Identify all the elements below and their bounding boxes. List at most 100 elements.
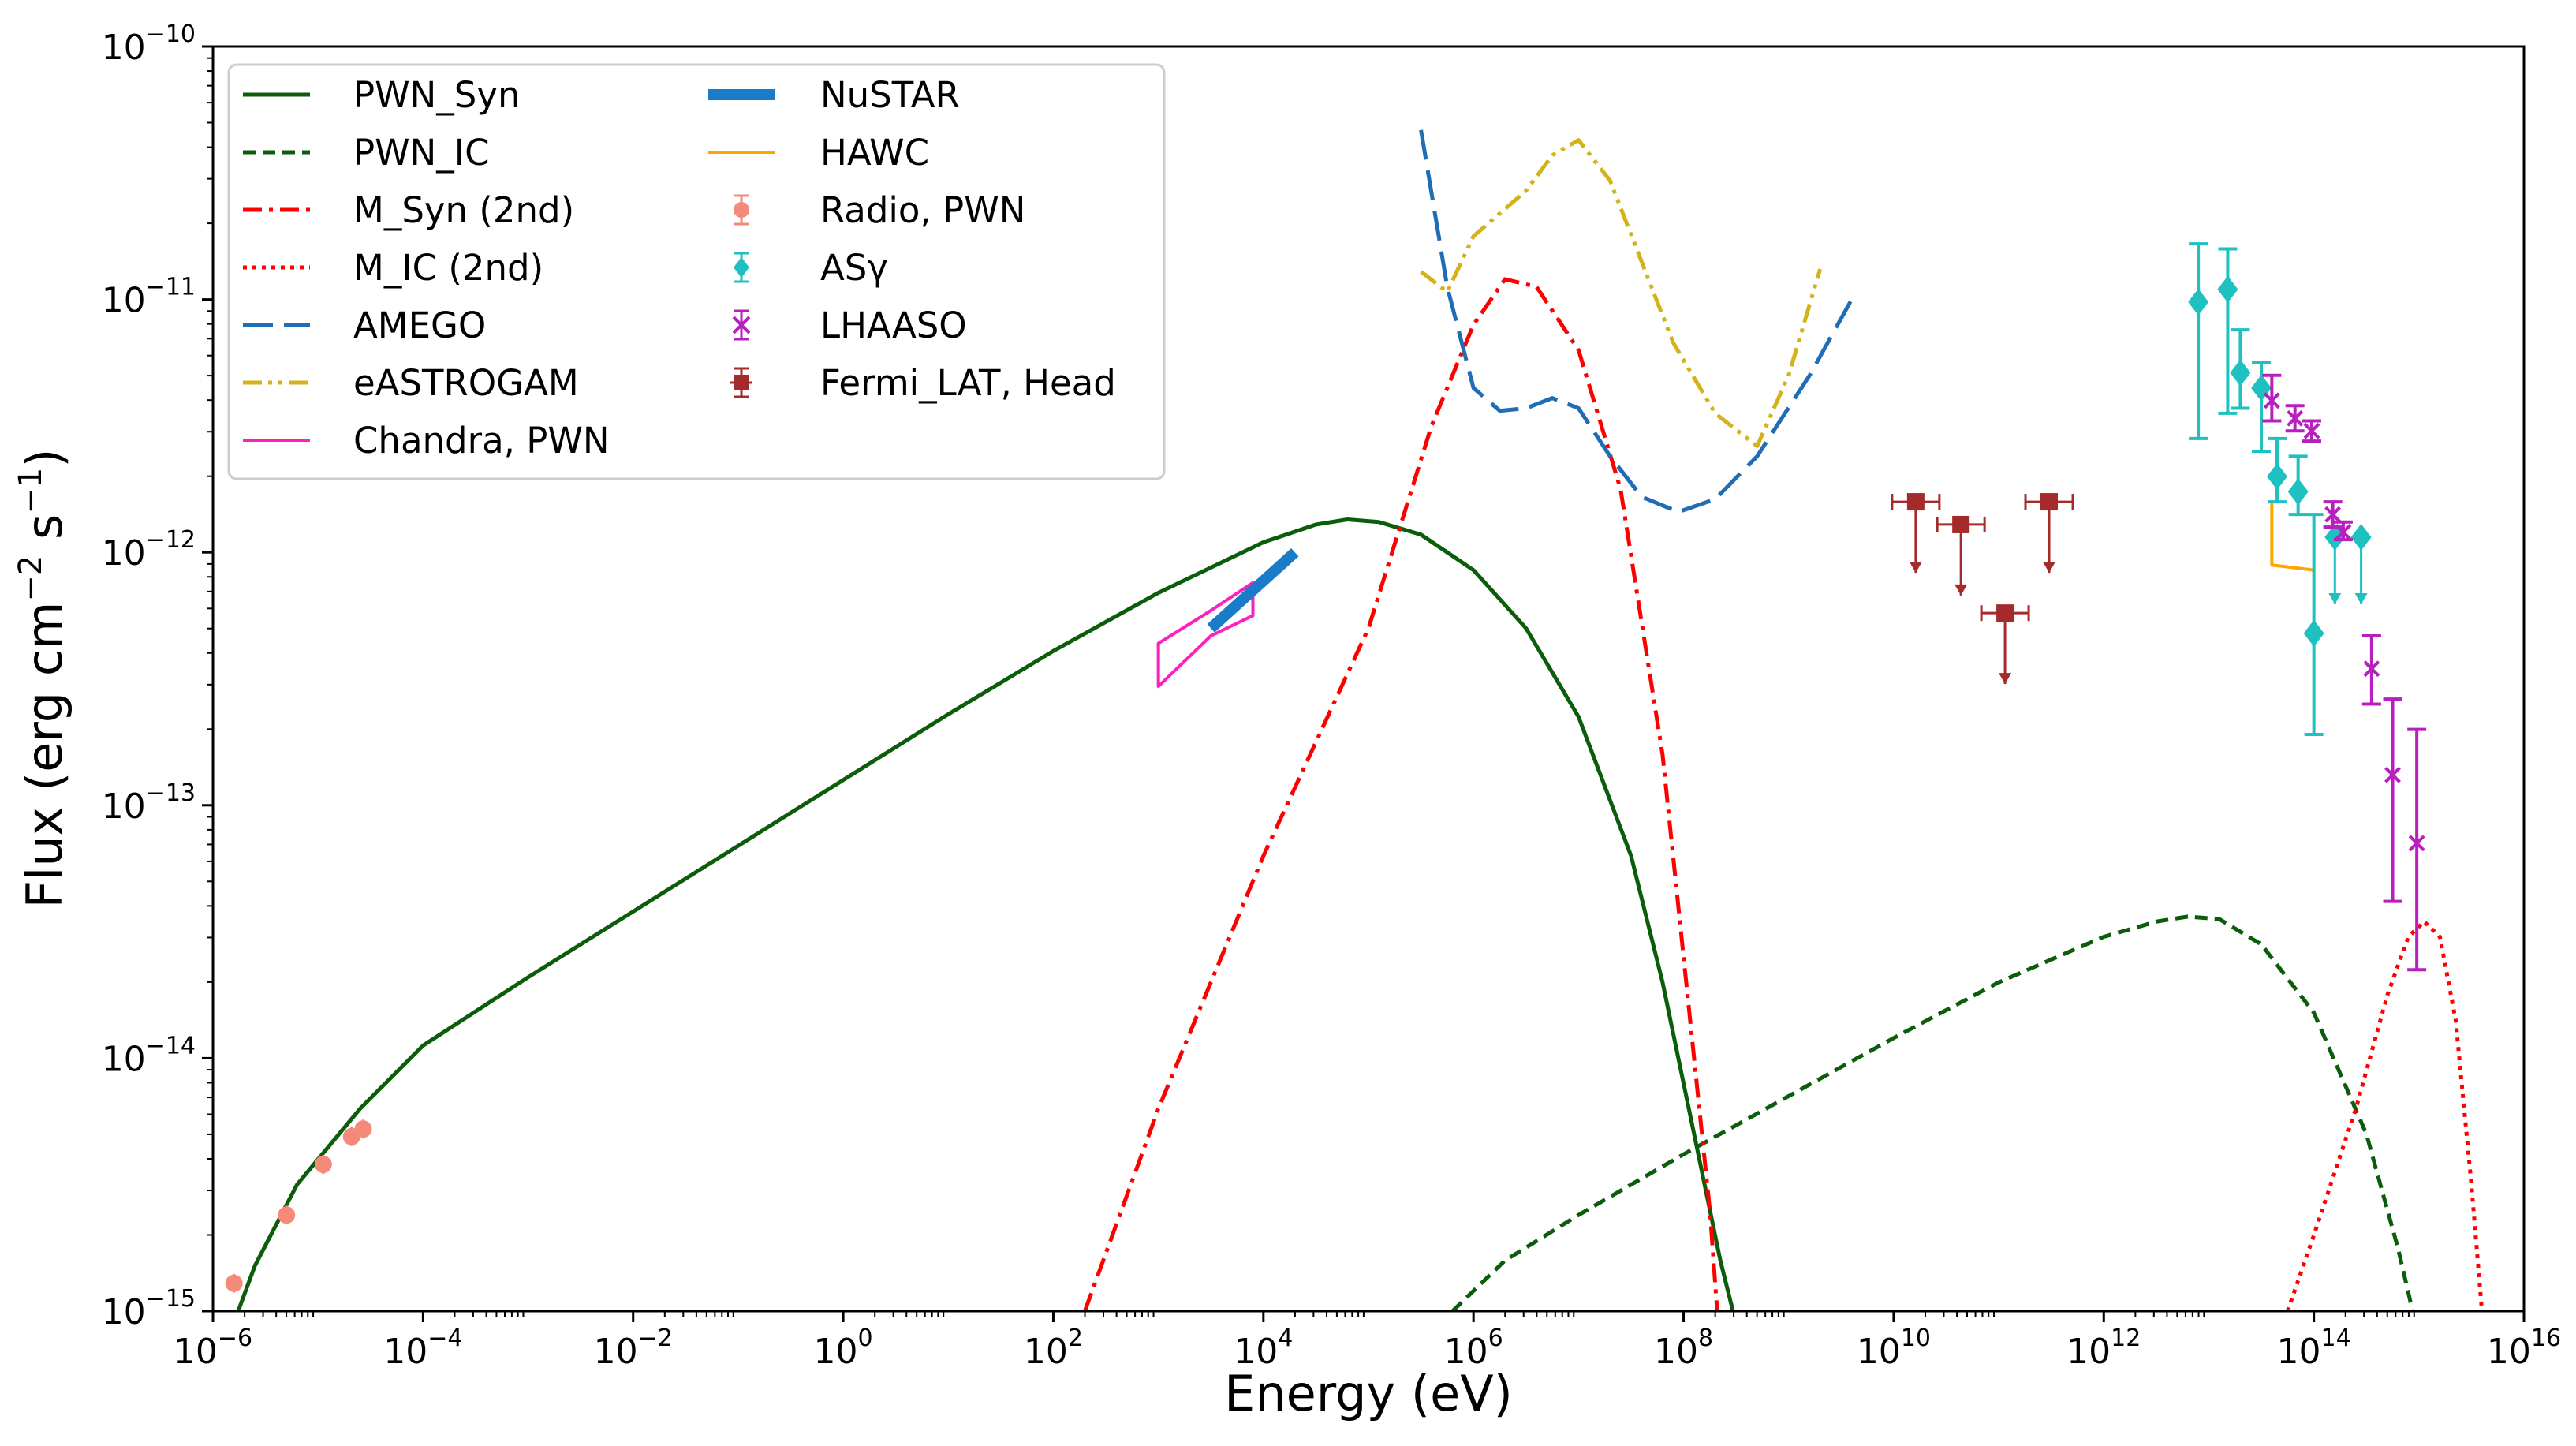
series-line	[1156, 581, 1255, 689]
series-as-	[2188, 242, 2372, 737]
series-lhaaso	[2262, 373, 2427, 972]
y-tick-label: 10−11	[102, 274, 196, 321]
marker-square	[1906, 493, 1925, 511]
upper-limit-arrowhead	[1999, 673, 2012, 685]
series-amego	[1419, 129, 1854, 514]
series-line	[1420, 138, 1823, 449]
legend-label: Radio, PWN	[820, 189, 1025, 231]
y-tick-label: 10−14	[102, 1032, 196, 1079]
legend: PWN_Syn PWN_IC M_Syn (2nd) M_IC (2nd) AMEGO e…	[227, 63, 1166, 480]
legend-entry: Chandra, PWN	[243, 420, 610, 461]
marker-square	[2040, 493, 2059, 511]
marker-x	[2287, 409, 2304, 427]
legend-label: M_IC (2nd)	[353, 247, 543, 289]
marker-x	[2303, 422, 2320, 439]
series-line	[1083, 277, 1719, 1311]
marker-diamond	[734, 257, 749, 278]
series-pwn-syn	[236, 517, 1735, 1311]
series-nustar	[1207, 548, 1299, 633]
series-line	[1419, 129, 1854, 514]
x-tick-label: 1012	[2066, 1325, 2141, 1372]
legend-entry: PWN_IC	[243, 132, 490, 174]
x-tick-label: 106	[1444, 1325, 1503, 1372]
legend-label: PWN_Syn	[353, 74, 521, 116]
legend-label: PWN_IC	[353, 132, 490, 174]
marker-x	[2335, 524, 2352, 540]
x-tick-label: 102	[1024, 1325, 1083, 1372]
y-tick-labels: 10−15 10−14 10−13 10−12 10−11 10−10	[102, 21, 196, 1332]
marker-diamond	[2267, 463, 2288, 490]
legend-entry: HAWC	[708, 132, 929, 174]
marker-x	[2263, 392, 2280, 409]
legend-label: Fermi_LAT, Head	[820, 362, 1116, 404]
x-axis-title: Energy (eV)	[1224, 1365, 1513, 1422]
marker-x	[2408, 835, 2425, 852]
y-axis-title-exp1: −2	[13, 555, 49, 602]
series-line	[1450, 914, 2415, 1311]
series-line	[2285, 919, 2485, 1311]
marker-x	[732, 316, 751, 334]
marker-circle	[314, 1156, 332, 1174]
legend-box	[227, 63, 1166, 480]
series-m-syn-2nd-	[1083, 277, 1719, 1311]
marker-square	[1996, 604, 2014, 622]
legend-label: ASγ	[820, 247, 888, 289]
upper-limit-arrowhead	[1909, 562, 1922, 574]
upper-limit-arrowhead	[2354, 592, 2368, 604]
series-fermi-lat-head	[1891, 493, 2074, 685]
legend-entry: Fermi_LAT, Head	[730, 362, 1116, 404]
marker-diamond	[2303, 619, 2324, 647]
plot-frame	[211, 45, 2526, 1313]
legend-entry: M_Syn (2nd)	[243, 189, 574, 231]
x-tick-labels: 10−6 10−4 10−2 100 102 104 106 108 1010 1012 1014 1…	[174, 1325, 2561, 1372]
legend-label: LHAASO	[820, 305, 967, 346]
marker-diamond	[2217, 275, 2238, 303]
series-eastrogam	[1420, 138, 1823, 449]
legend-label: M_Syn (2nd)	[353, 189, 574, 231]
series-chandra-pwn	[1156, 581, 1255, 689]
marker-diamond	[2251, 374, 2272, 402]
marker-diamond	[2188, 288, 2209, 316]
legend-entry: PWN_Syn	[243, 74, 521, 116]
marker-circle	[278, 1206, 296, 1224]
legend-label: Chandra, PWN	[353, 420, 610, 461]
legend-entry: eASTROGAM	[243, 362, 579, 404]
marker-diamond	[2287, 478, 2309, 506]
x-tick-label: 1010	[1857, 1325, 1931, 1372]
upper-limit-arrowhead	[1954, 584, 1968, 596]
upper-limit-arrowhead	[2043, 562, 2056, 574]
legend-label: NuSTAR	[820, 74, 960, 116]
legend-label: eASTROGAM	[353, 362, 579, 404]
x-tick-label: 10−2	[594, 1325, 673, 1372]
marker-square	[1952, 515, 1970, 533]
legend-entry: M_IC (2nd)	[243, 247, 543, 289]
series-hawc	[2270, 502, 2314, 572]
marker-diamond	[2350, 524, 2372, 551]
series-radio-pwn	[225, 1119, 372, 1293]
marker-circle	[734, 202, 749, 218]
upper-limit-arrowhead	[2328, 592, 2342, 604]
series-line	[236, 517, 1735, 1311]
y-axis-title-main: Flux (erg cm	[16, 602, 73, 909]
y-tick-label: 10−12	[102, 526, 196, 574]
legend-entry: AMEGO	[243, 305, 486, 346]
marker-square	[734, 375, 749, 390]
x-tick-label: 1016	[2487, 1325, 2561, 1372]
legend-label: HAWC	[820, 132, 929, 174]
series-m-ic-2nd-	[2285, 919, 2485, 1311]
series-pwn-ic	[1450, 914, 2415, 1311]
y-axis-title-end: )	[16, 448, 73, 467]
marker-x	[2363, 660, 2380, 678]
x-tick-label: 104	[1234, 1325, 1293, 1372]
x-tick-label: 100	[814, 1325, 873, 1372]
y-tick-label: 10−10	[102, 21, 196, 68]
legend-entry: Radio, PWN	[734, 189, 1025, 231]
y-axis-title: Flux (erg cm−2 s−1)	[13, 448, 73, 908]
legend-entry: ASγ	[734, 247, 888, 289]
y-tick-label: 10−15	[102, 1285, 196, 1332]
marker-x	[2324, 506, 2342, 523]
marker-diamond	[2230, 359, 2251, 387]
y-tick-label: 10−13	[102, 779, 196, 827]
x-tick-label: 10−4	[383, 1325, 462, 1372]
